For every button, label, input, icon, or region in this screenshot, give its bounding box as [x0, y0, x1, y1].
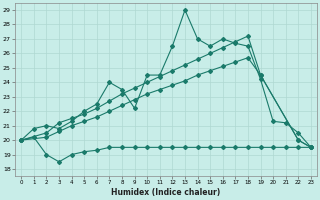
X-axis label: Humidex (Indice chaleur): Humidex (Indice chaleur) [111, 188, 221, 197]
